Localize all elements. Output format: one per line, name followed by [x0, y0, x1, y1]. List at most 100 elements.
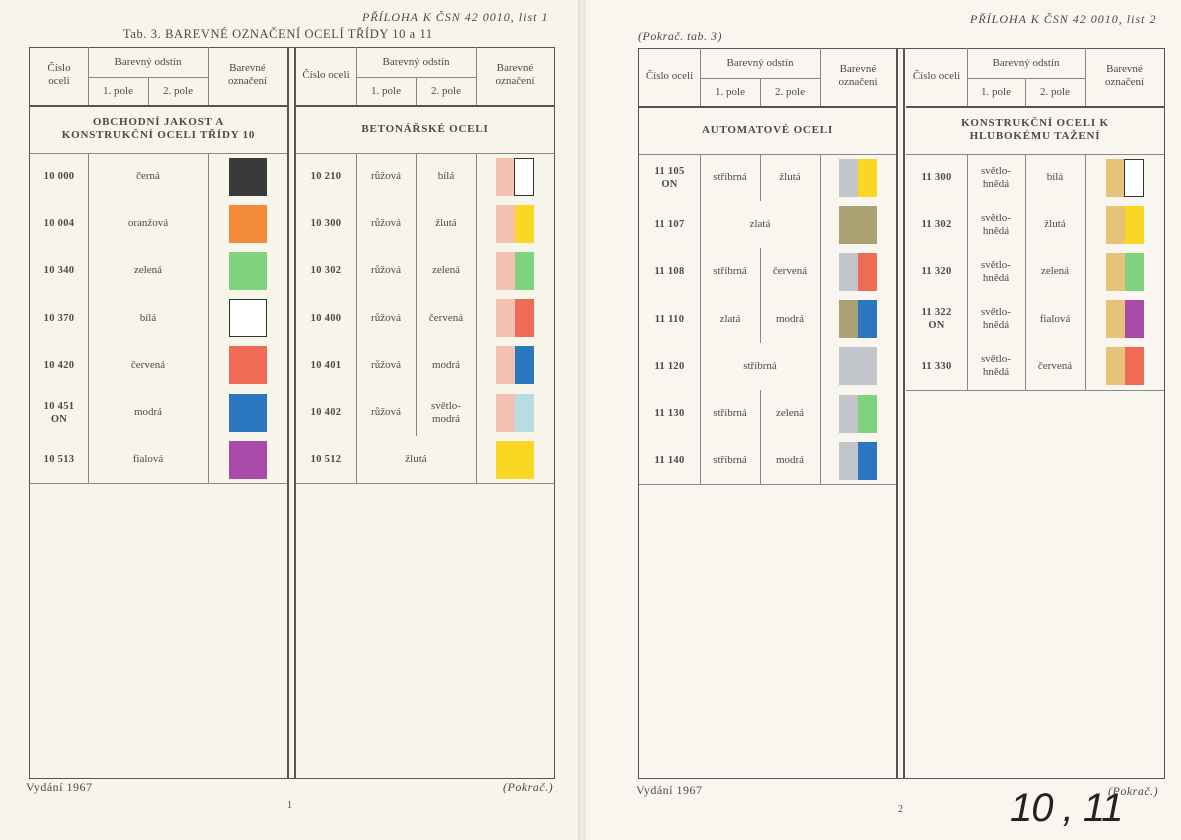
table-divider	[903, 48, 905, 779]
field-2-color: modrá	[775, 312, 805, 325]
section-rule	[30, 153, 287, 154]
swatch-1	[839, 158, 858, 197]
column-rule	[356, 47, 357, 105]
steel-number: 10 513	[43, 454, 75, 466]
field-color: fialová	[132, 453, 164, 466]
swatch-2	[1124, 205, 1144, 244]
swatch-1	[496, 346, 515, 385]
header-subrule	[967, 78, 1085, 79]
steel-number: 11 110	[654, 313, 685, 325]
column-rule	[700, 48, 701, 106]
table-row: 10 400 růžová červená	[296, 294, 554, 342]
column-rule	[476, 47, 477, 105]
field-color: černá	[136, 170, 160, 183]
table-row: 11 322 ON světlo-hnědá fialová	[906, 295, 1164, 343]
column-rule	[416, 200, 417, 248]
swatch-1	[839, 441, 858, 480]
swatch-1	[1105, 158, 1124, 197]
field-1-color: světlo-hnědá	[981, 164, 1011, 190]
table-row: 11 320 světlo-hnědá zelená	[906, 248, 1164, 296]
column-rule	[476, 153, 477, 484]
table-divider	[294, 47, 296, 779]
field-2-color: zelená	[1040, 265, 1070, 278]
color-swatch	[228, 440, 267, 479]
field-color: červená	[130, 358, 166, 371]
swatch-2	[1123, 158, 1144, 197]
table-divider	[896, 48, 898, 779]
swatch-2	[858, 158, 877, 197]
page-2	[584, 0, 1181, 840]
column-header-field-1: 1. pole	[715, 85, 745, 98]
color-swatch	[839, 347, 877, 386]
table-row: 10 300 růžová žlutá	[296, 200, 554, 248]
field-1-color: světlo-hnědá	[981, 306, 1011, 332]
header-rule	[30, 105, 287, 107]
table-title: Tab. 3. BAREVNÉ OZNAČENÍ OCELÍ TŘÍDY 10 …	[123, 27, 433, 41]
swatch-2	[1124, 347, 1144, 386]
table-continuation: (Pokrač. tab. 3)	[638, 29, 722, 43]
swatch-2	[515, 393, 534, 432]
table-row: 10 302 růžová zelená	[296, 247, 554, 295]
swatch-2	[515, 346, 534, 385]
table-row: 11 105 ON stříbrná žlutá	[639, 154, 896, 202]
color-swatch	[1105, 252, 1144, 291]
steel-number: 10 340	[43, 265, 75, 277]
swatch-1	[1105, 347, 1125, 386]
field-2-color: zelená	[431, 264, 461, 277]
column-rule	[760, 78, 761, 106]
swatch-2	[514, 157, 534, 196]
field-1-color: růžová	[371, 264, 401, 277]
field-color: žlutá	[405, 453, 427, 466]
column-rule	[760, 295, 761, 343]
steel-number: 11 302	[921, 219, 952, 231]
swatch-1	[228, 393, 267, 432]
column-header-number: Číslo oceli	[47, 62, 71, 87]
table-divider	[287, 47, 289, 779]
steel-number: 11 107	[654, 219, 685, 231]
field-2-color: bílá	[1046, 171, 1064, 184]
swatch-1	[839, 300, 858, 339]
column-rule	[1025, 248, 1026, 296]
steel-number: 11 330	[921, 360, 952, 372]
table-row: 11 302 světlo-hnědá žlutá	[906, 201, 1164, 249]
column-header-marking: Barevné označení	[1104, 63, 1145, 88]
color-swatch	[1105, 158, 1144, 197]
table-row: 11 130 stříbrná zelená	[639, 390, 896, 438]
column-header-shade: Barevný odstín	[114, 55, 182, 68]
swatch-1	[228, 157, 267, 196]
steel-number: 11 300	[921, 172, 952, 184]
swatch-1	[228, 346, 267, 385]
table-row: 11 107 zlatá	[639, 201, 896, 248]
field-1-color: růžová	[371, 217, 401, 230]
column-rule	[148, 77, 149, 105]
steel-number: 10 512	[310, 454, 342, 466]
swatch-2	[858, 394, 877, 433]
color-swatch	[496, 440, 534, 479]
color-swatch	[839, 158, 877, 197]
table-row: 10 402 růžová světlo-modrá	[296, 389, 554, 437]
field-color: stříbrná	[743, 359, 777, 372]
swatch-1	[1105, 205, 1125, 244]
field-2-color: bílá	[437, 170, 455, 183]
color-swatch	[839, 394, 877, 433]
field-color: zelená	[133, 264, 163, 277]
swatch-1	[496, 204, 515, 243]
column-rule	[760, 390, 761, 438]
field-1-color: stříbrná	[713, 171, 747, 184]
table-row: 10 004 oranžová	[30, 200, 287, 247]
column-rule	[88, 47, 89, 105]
section-rule	[639, 154, 896, 155]
table-row: 11 108 stříbrná červená	[639, 248, 896, 296]
swatch-2	[515, 251, 534, 290]
header-rule	[906, 106, 1164, 108]
field-1-color: stříbrná	[713, 454, 747, 467]
steel-number: 10 300	[310, 218, 342, 230]
swatch-1	[496, 299, 515, 338]
table-row: 10 513 fialová	[30, 436, 287, 483]
field-color: modrá	[133, 406, 163, 419]
color-swatch	[839, 205, 877, 244]
column-header-field-2: 2. pole	[1040, 85, 1070, 98]
field-2-color: světlo-modrá	[431, 399, 461, 425]
column-rule	[760, 154, 761, 202]
swatch-1	[496, 251, 515, 290]
